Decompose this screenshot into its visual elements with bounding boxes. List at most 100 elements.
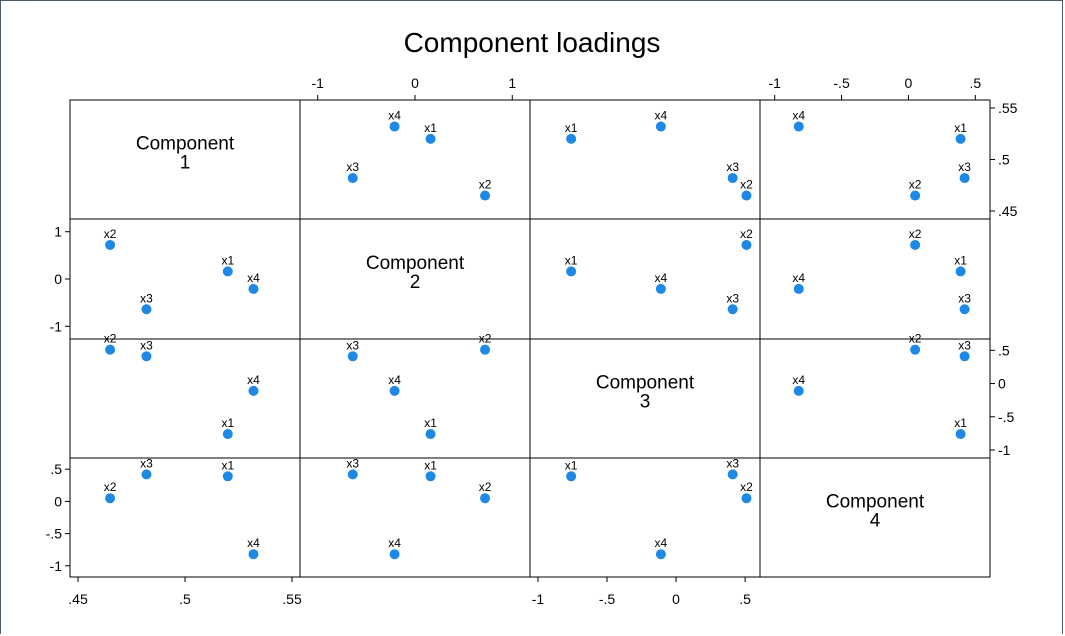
point-label-x3: x3 — [726, 291, 739, 305]
point-x1-r1c2 — [425, 133, 436, 144]
xtick-label-col1: .45 — [68, 591, 88, 607]
xtick-label-col2: 1 — [508, 75, 516, 91]
point-x4-r3c4 — [793, 385, 804, 396]
xtick-label-col3: -1 — [532, 591, 545, 607]
point-label-x4: x4 — [655, 271, 668, 285]
point-label-x1: x1 — [565, 458, 578, 472]
ytick-label-row3: -.5 — [998, 409, 1015, 425]
xtick-label-col4: .5 — [969, 75, 981, 91]
point-x4-r4c2 — [389, 549, 400, 560]
point-label-x4: x4 — [655, 536, 668, 550]
point-label-x2: x2 — [479, 480, 492, 494]
point-x1-r2c3 — [566, 266, 577, 277]
xtick-label-col1: .55 — [282, 591, 302, 607]
diagonal-label-3-line-1: Component — [596, 373, 695, 394]
point-label-x3: x3 — [346, 456, 359, 470]
ytick-label-row3: -1 — [998, 442, 1011, 458]
point-x4-r4c1 — [248, 549, 259, 560]
point-label-x4: x4 — [388, 109, 401, 123]
point-label-x2: x2 — [104, 480, 117, 494]
point-x1-r3c2 — [425, 429, 436, 440]
point-label-x3: x3 — [140, 456, 153, 470]
point-label-x4: x4 — [792, 373, 805, 387]
ytick-label-row2: -1 — [50, 318, 63, 334]
point-x4-r2c3 — [655, 283, 666, 294]
point-label-x3: x3 — [958, 338, 971, 352]
ytick-label-row1: .55 — [998, 100, 1018, 116]
diagonal-label-1-line-1: Component — [136, 134, 235, 155]
point-label-x3: x3 — [140, 291, 153, 305]
ytick-label-row1: .5 — [998, 152, 1010, 168]
point-x1-r2c1 — [222, 266, 233, 277]
point-x2-r3c4 — [910, 344, 921, 355]
point-label-x3: x3 — [140, 338, 153, 352]
point-x3-r3c1 — [141, 351, 152, 362]
point-label-x1: x1 — [565, 121, 578, 135]
point-label-x3: x3 — [346, 160, 359, 174]
point-x2-r2c4 — [910, 239, 921, 250]
point-x2-r3c1 — [105, 344, 116, 355]
point-x1-r4c2 — [425, 471, 436, 482]
ytick-label-row4: .5 — [50, 461, 62, 477]
point-label-x3: x3 — [726, 160, 739, 174]
point-x2-r2c1 — [105, 239, 116, 250]
ytick-label-row4: -1 — [50, 558, 63, 574]
point-x4-r1c3 — [655, 121, 666, 132]
point-label-x2: x2 — [909, 178, 922, 192]
point-x4-r1c2 — [389, 121, 400, 132]
point-x1-r2c4 — [955, 266, 966, 277]
point-x3-r1c3 — [727, 173, 738, 184]
point-label-x4: x4 — [792, 109, 805, 123]
point-x2-r3c2 — [480, 344, 491, 355]
point-label-x3: x3 — [958, 291, 971, 305]
point-label-x1: x1 — [424, 121, 437, 135]
chart-title: Component loadings — [404, 27, 661, 58]
point-x2-r1c2 — [480, 190, 491, 201]
point-label-x2: x2 — [740, 480, 753, 494]
point-label-x2: x2 — [909, 332, 922, 346]
point-label-x1: x1 — [424, 458, 437, 472]
ytick-label-row3: 0 — [998, 376, 1006, 392]
point-x4-r2c1 — [248, 283, 259, 294]
point-x1-r4c1 — [222, 471, 233, 482]
xtick-label-col1: .5 — [179, 591, 191, 607]
diagonal-label-2-line-2: 2 — [410, 272, 421, 293]
point-x3-r2c4 — [959, 304, 970, 315]
point-x2-r1c4 — [910, 190, 921, 201]
xtick-label-col3: .5 — [739, 591, 751, 607]
xtick-label-col4: -1 — [768, 75, 781, 91]
xtick-label-col3: 0 — [672, 591, 680, 607]
point-x2-r4c1 — [105, 493, 116, 504]
point-label-x4: x4 — [388, 373, 401, 387]
point-x4-r1c4 — [793, 121, 804, 132]
point-label-x4: x4 — [247, 373, 260, 387]
point-x1-r3c1 — [222, 429, 233, 440]
ytick-label-row4: -.5 — [46, 526, 63, 542]
point-label-x2: x2 — [740, 227, 753, 241]
point-label-x2: x2 — [104, 332, 117, 346]
cell-4-1 — [69, 457, 301, 578]
xtick-label-col3: -.5 — [599, 591, 616, 607]
point-x3-r1c2 — [347, 173, 358, 184]
cell-3-1 — [69, 338, 301, 459]
point-x2-r1c3 — [741, 190, 752, 201]
point-x4-r2c4 — [793, 283, 804, 294]
diagonal-label-3-line-2: 3 — [640, 392, 651, 413]
ytick-label-row1: .45 — [998, 203, 1018, 219]
point-label-x4: x4 — [247, 271, 260, 285]
point-label-x1: x1 — [221, 253, 234, 267]
point-x1-r3c4 — [955, 429, 966, 440]
diagonal-label-2-line-1: Component — [366, 253, 465, 274]
point-label-x1: x1 — [221, 416, 234, 430]
point-x4-r4c3 — [655, 549, 666, 560]
point-label-x1: x1 — [954, 121, 967, 135]
point-x4-r3c1 — [248, 385, 259, 396]
point-x3-r4c3 — [727, 469, 738, 480]
point-x4-r3c2 — [389, 385, 400, 396]
point-x3-r3c4 — [959, 351, 970, 362]
point-label-x4: x4 — [388, 536, 401, 550]
point-label-x3: x3 — [726, 456, 739, 470]
point-label-x4: x4 — [247, 536, 260, 550]
cell-2-3 — [529, 218, 761, 340]
